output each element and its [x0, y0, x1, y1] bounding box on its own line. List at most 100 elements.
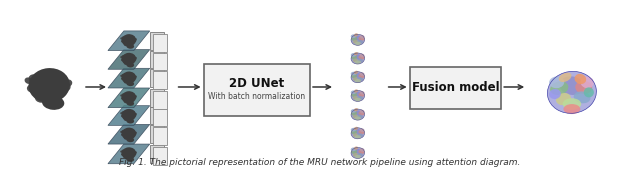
Ellipse shape	[358, 40, 363, 44]
Ellipse shape	[358, 96, 363, 100]
Ellipse shape	[354, 89, 358, 93]
Ellipse shape	[355, 135, 361, 139]
Ellipse shape	[354, 54, 362, 59]
Text: Fusion model: Fusion model	[412, 81, 499, 94]
Ellipse shape	[360, 148, 365, 152]
Ellipse shape	[122, 53, 136, 65]
Ellipse shape	[120, 37, 123, 40]
Ellipse shape	[134, 57, 137, 59]
Ellipse shape	[122, 111, 126, 115]
Ellipse shape	[354, 149, 362, 154]
Ellipse shape	[134, 95, 137, 98]
Ellipse shape	[353, 40, 358, 44]
Ellipse shape	[134, 151, 137, 154]
Ellipse shape	[131, 93, 135, 97]
Ellipse shape	[351, 55, 357, 60]
Ellipse shape	[354, 147, 358, 150]
Ellipse shape	[134, 132, 137, 134]
Ellipse shape	[580, 76, 594, 88]
Ellipse shape	[584, 87, 594, 97]
Ellipse shape	[355, 42, 361, 45]
FancyBboxPatch shape	[153, 91, 166, 109]
Ellipse shape	[559, 72, 572, 82]
Ellipse shape	[121, 115, 124, 117]
Ellipse shape	[126, 92, 131, 95]
Ellipse shape	[121, 153, 124, 156]
FancyBboxPatch shape	[153, 53, 166, 70]
Ellipse shape	[124, 80, 128, 84]
Ellipse shape	[120, 112, 123, 115]
Ellipse shape	[360, 91, 365, 95]
Ellipse shape	[354, 73, 362, 78]
Ellipse shape	[354, 108, 358, 111]
Ellipse shape	[126, 114, 132, 117]
Ellipse shape	[131, 37, 135, 40]
Ellipse shape	[355, 79, 361, 83]
Text: 2D UNet: 2D UNet	[229, 77, 284, 90]
Ellipse shape	[351, 53, 356, 57]
Ellipse shape	[360, 128, 365, 132]
Ellipse shape	[35, 93, 47, 103]
Ellipse shape	[130, 43, 134, 45]
Ellipse shape	[549, 76, 564, 88]
Ellipse shape	[358, 55, 365, 60]
Ellipse shape	[124, 62, 128, 65]
Ellipse shape	[130, 61, 134, 64]
Ellipse shape	[126, 76, 132, 80]
Ellipse shape	[358, 37, 365, 41]
Ellipse shape	[351, 90, 365, 101]
Ellipse shape	[351, 148, 356, 151]
Ellipse shape	[126, 157, 134, 162]
Ellipse shape	[122, 55, 126, 58]
Ellipse shape	[354, 110, 362, 115]
Ellipse shape	[120, 131, 123, 133]
Ellipse shape	[351, 128, 365, 139]
Text: With batch normalization: With batch normalization	[208, 92, 305, 101]
Ellipse shape	[358, 130, 365, 134]
Ellipse shape	[124, 43, 128, 46]
Ellipse shape	[27, 85, 36, 93]
Ellipse shape	[126, 110, 131, 113]
Ellipse shape	[353, 96, 358, 100]
Ellipse shape	[131, 74, 135, 77]
Ellipse shape	[351, 148, 365, 158]
Ellipse shape	[120, 94, 123, 97]
Polygon shape	[108, 50, 150, 69]
Ellipse shape	[132, 152, 136, 156]
Ellipse shape	[556, 93, 571, 105]
Ellipse shape	[124, 156, 128, 159]
Ellipse shape	[24, 78, 33, 84]
Ellipse shape	[132, 96, 136, 99]
Ellipse shape	[351, 128, 356, 131]
Ellipse shape	[122, 149, 126, 153]
Ellipse shape	[358, 111, 365, 116]
Ellipse shape	[354, 127, 358, 130]
Ellipse shape	[351, 111, 357, 116]
Polygon shape	[108, 88, 150, 108]
Ellipse shape	[122, 128, 136, 140]
Ellipse shape	[131, 55, 135, 58]
Ellipse shape	[124, 100, 128, 103]
Ellipse shape	[132, 133, 136, 136]
Ellipse shape	[122, 91, 136, 103]
FancyBboxPatch shape	[150, 69, 164, 87]
Ellipse shape	[122, 71, 136, 84]
Ellipse shape	[122, 74, 126, 77]
Ellipse shape	[351, 130, 357, 134]
Ellipse shape	[120, 75, 123, 77]
Ellipse shape	[134, 75, 137, 78]
Ellipse shape	[132, 76, 136, 80]
Ellipse shape	[132, 39, 136, 42]
FancyBboxPatch shape	[153, 71, 166, 89]
Ellipse shape	[126, 39, 132, 43]
Ellipse shape	[60, 82, 70, 92]
Ellipse shape	[573, 91, 591, 103]
Ellipse shape	[549, 89, 561, 99]
Ellipse shape	[360, 54, 365, 57]
Ellipse shape	[126, 137, 134, 142]
Ellipse shape	[360, 35, 365, 39]
Ellipse shape	[559, 76, 584, 95]
Text: Fig. 1. The pictorial representation of the MRU network pipeline using attention: Fig. 1. The pictorial representation of …	[119, 158, 521, 167]
Ellipse shape	[563, 104, 580, 114]
Ellipse shape	[358, 93, 365, 97]
